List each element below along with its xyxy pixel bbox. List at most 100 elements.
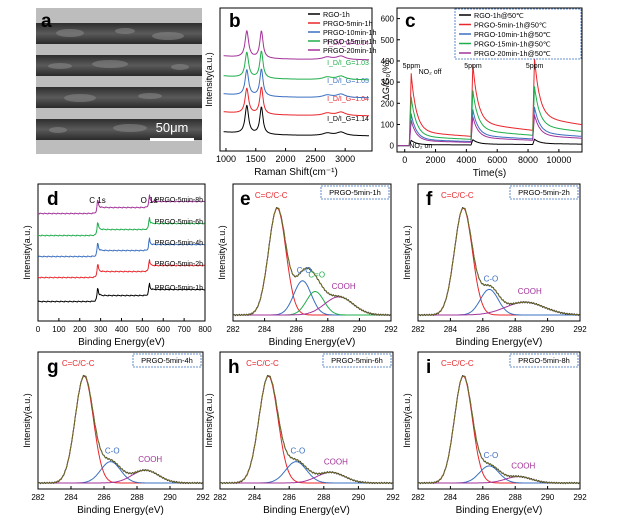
component-peak-line [233, 280, 391, 316]
panel-f-letter: f [426, 189, 433, 210]
legend-entry: PRGO-15min-1h [323, 37, 377, 46]
plot-frame [219, 7, 373, 152]
pulse-annotation: 5ppm [464, 63, 482, 70]
panel-h-c1s-chart: 282 284 286 288 290 292 Binding Energy(eV) Inte… [204, 351, 400, 516]
x-axis-label: Binding Energy(eV) [77, 505, 164, 516]
sample-legend-label: PRGO-5min-1h [329, 188, 381, 197]
legend-entry: PRGO-10min-1h@50℃ [474, 30, 551, 39]
x-tick-label: 292 [573, 493, 587, 502]
component-label: COOH [511, 462, 535, 471]
plot-frame [37, 183, 206, 322]
x-tick-label: 700 [177, 325, 191, 334]
raman-ratio-label: I_D/I_G=1.03 [327, 60, 369, 67]
x-tick-label: 300 [94, 325, 108, 334]
component-peak-line [418, 207, 580, 316]
legend-entry: PRGO-15min-1h@50℃ [474, 40, 551, 49]
x-tick-label: 1000 [216, 154, 236, 164]
x-tick-label: 600 [157, 325, 171, 334]
response-series-line [396, 114, 583, 147]
legend-entry: PRGO-20min-1h@50℃ [474, 49, 551, 58]
y-axis-label: Intensity(a.u.) [22, 225, 32, 280]
x-tick-label: 400 [115, 325, 129, 334]
fit-envelope-line [38, 375, 203, 484]
component-label: COOH [518, 287, 542, 296]
x-axis-label: Binding Energy(eV) [456, 505, 543, 516]
x-axis-label: Binding Energy(eV) [78, 337, 165, 348]
plot-frame [219, 351, 394, 490]
panel-f-c1s-chart: 282 284 286 288 290 292 Binding Energy(eV) Inte… [402, 183, 587, 348]
component-peak-line [418, 375, 580, 484]
component-label: C=C/C-C [441, 359, 474, 368]
x-tick-label: 290 [163, 493, 177, 502]
x-tick-label: 290 [352, 493, 366, 502]
sample-legend-label: PRGO-5min-8h [518, 356, 570, 365]
legend-entry: RGO-1h@50℃ [474, 11, 524, 20]
x-tick-label: 288 [509, 493, 523, 502]
x-axis-label: Binding Energy(eV) [269, 337, 356, 348]
x-tick-label: 284 [64, 493, 78, 502]
x-tick-label: 282 [31, 493, 45, 502]
x-tick-label: 100 [52, 325, 66, 334]
component-label: C=C/C-C [246, 359, 279, 368]
x-tick-label: 282 [411, 493, 425, 502]
sample-legend-box [320, 185, 390, 200]
plot-frame [417, 351, 581, 490]
raman-ratio-label: I_D/I_G=1.14 [327, 116, 369, 123]
x-tick-label: 10000 [546, 155, 571, 165]
x-tick-label: 8000 [518, 155, 538, 165]
panel-d-letter: d [47, 189, 59, 210]
component-peak-line [220, 471, 393, 484]
response-series-line [396, 138, 583, 147]
component-label: C-O [297, 266, 312, 275]
x-tick-label: 290 [541, 325, 555, 334]
y-axis-label: Intensity(a.u.) [402, 225, 412, 280]
sem-stripe [36, 87, 202, 108]
x-tick-label: 0 [36, 325, 41, 334]
survey-series-line [37, 282, 205, 303]
x-tick-label: 2000 [426, 155, 446, 165]
raman-series-line [223, 86, 369, 117]
legend-entry: RGO-1h [323, 10, 350, 19]
y-tick-label: 200 [381, 99, 395, 108]
x-tick-label: 284 [258, 325, 272, 334]
raw-spectrum-line [417, 375, 580, 485]
legend-box [454, 8, 582, 60]
raman-series-line [223, 104, 369, 137]
legend-entry: PRGO-5min-1h [323, 19, 373, 28]
y-tick-label: 300 [381, 78, 395, 87]
survey-series-line [37, 217, 205, 237]
survey-series-label: PRGO-5min-8h [155, 197, 203, 204]
raman-ratio-label: I_D/I_G=1.14 [327, 40, 369, 47]
pulse-annotation: 5ppm [403, 63, 421, 70]
raman-ratio-label: I_D/I_G=1.05 [327, 78, 369, 85]
sample-legend-box [132, 353, 202, 368]
component-label: COOH [332, 282, 356, 291]
panel-c-response-chart: 0 2000 4000 6000 8000 10000 Time(s) ΔG/G₀(%) 0 10… [381, 7, 583, 179]
x-tick-label: 290 [541, 493, 555, 502]
x-tick-label: 292 [386, 493, 400, 502]
component-peak-line [233, 207, 391, 316]
legend-entry: PRGO-5min-1h@50℃ [474, 21, 547, 30]
raman-series-line [223, 30, 369, 61]
x-tick-label: 284 [444, 493, 458, 502]
response-series-line [396, 58, 583, 147]
y-tick-label: 600 [381, 15, 395, 24]
survey-series-line [37, 259, 205, 279]
x-tick-label: 286 [283, 493, 297, 502]
plot-frame [37, 351, 204, 490]
scale-bar-label: 50μm [156, 120, 189, 135]
sample-legend-box [509, 185, 579, 200]
x-tick-label: 292 [384, 325, 398, 334]
scale-bar [150, 138, 194, 141]
panel-h-letter: h [228, 357, 240, 378]
x-tick-label: 288 [130, 493, 144, 502]
plot-frame [396, 7, 583, 153]
panel-b-raman-chart: 1000 1500 2000 2500 3000 Raman Shift(cm⁻¹) Int… [204, 7, 377, 178]
x-tick-label: 288 [317, 493, 331, 502]
y-tick-label: 0 [390, 142, 395, 151]
panel-a-letter: a [41, 11, 52, 32]
component-label: C=C/C-C [441, 191, 474, 200]
sample-legend-label: PRGO-5min-2h [518, 188, 570, 197]
x-tick-label: 3000 [335, 154, 355, 164]
